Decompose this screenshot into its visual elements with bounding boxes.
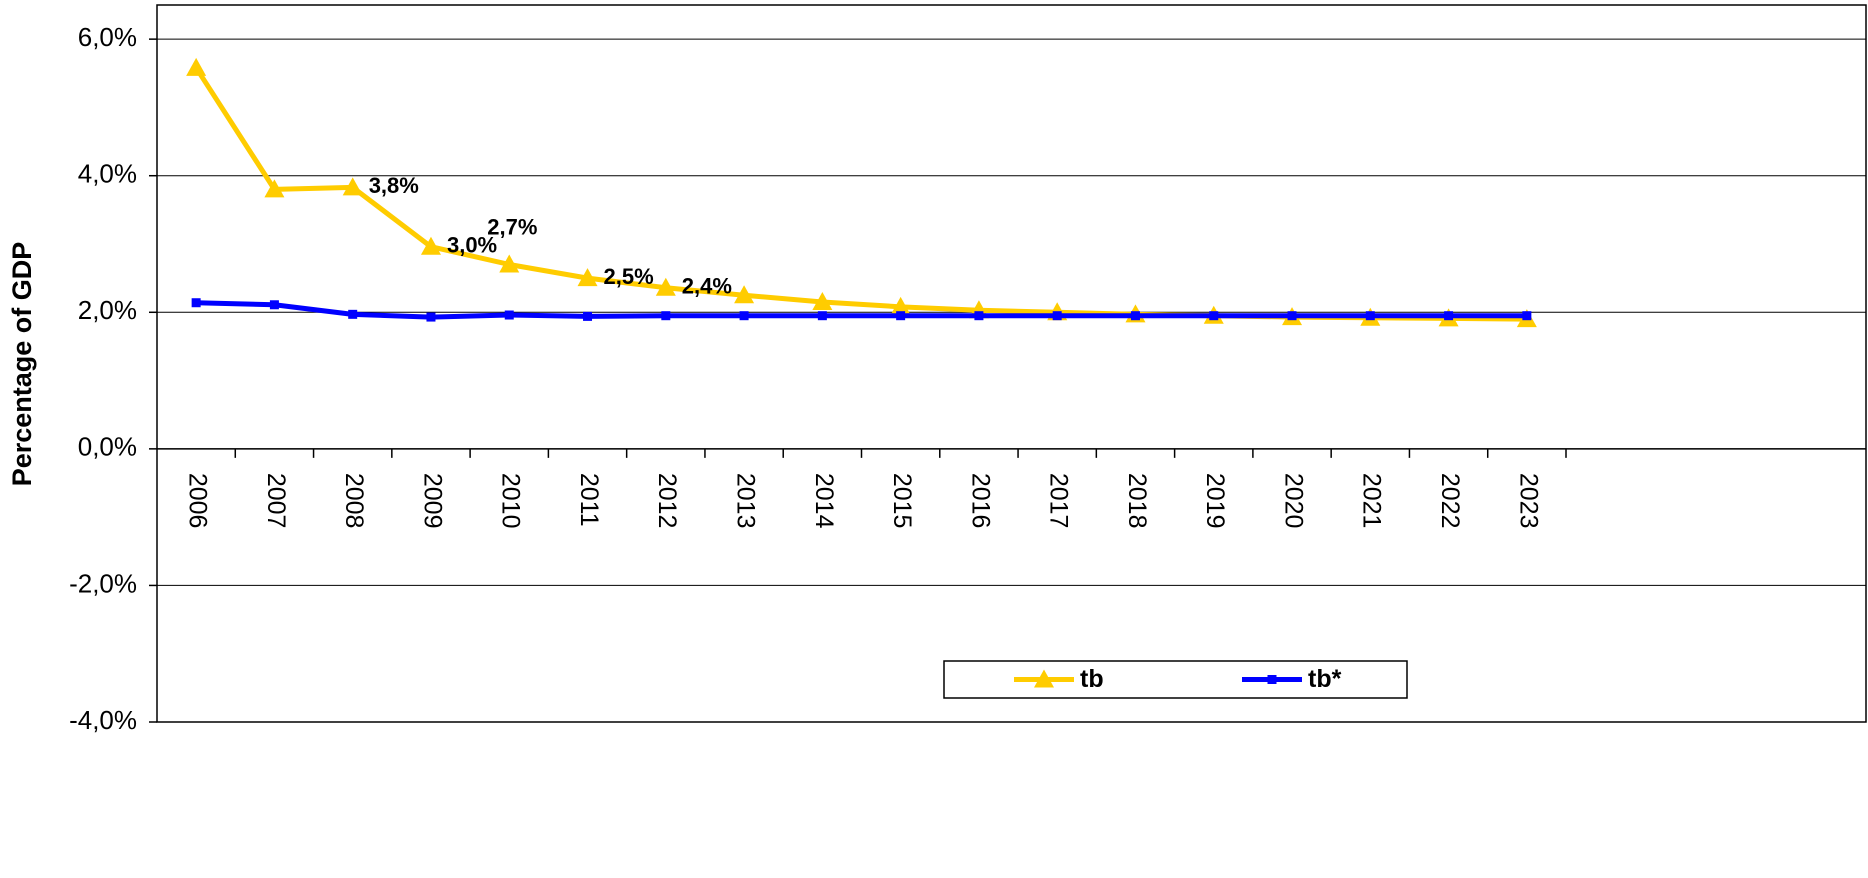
- x-tick-label: 2022: [1436, 473, 1464, 529]
- y-tick-label: -4,0%: [69, 705, 137, 735]
- data-label: 2,4%: [682, 274, 732, 299]
- data-point: [264, 179, 285, 198]
- data-point: [583, 311, 593, 321]
- x-tick-label: 2008: [340, 473, 368, 529]
- data-point: [426, 312, 436, 322]
- x-tick-label: 2020: [1279, 473, 1307, 529]
- data-point: [348, 309, 358, 319]
- x-tick-label: 2011: [575, 473, 603, 527]
- legend-marker: [1267, 675, 1277, 684]
- data-label: 3,0%: [447, 233, 497, 258]
- legend-label: tb*: [1308, 665, 1342, 693]
- data-point: [1130, 311, 1140, 321]
- x-tick-label: 2007: [262, 473, 290, 529]
- data-point: [734, 285, 755, 304]
- data-point: [186, 57, 207, 76]
- x-tick-label: 2012: [653, 473, 681, 529]
- data-point: [1365, 311, 1375, 321]
- data-point: [420, 236, 441, 255]
- x-tick-label: 2014: [810, 473, 838, 529]
- data-label: 2,5%: [604, 264, 654, 289]
- data-point: [817, 311, 827, 321]
- data-point: [812, 292, 833, 311]
- data-point: [1209, 311, 1219, 321]
- x-tick-label: 2013: [731, 473, 759, 529]
- plot-frame: [156, 4, 1867, 723]
- y-tick-label: -2,0%: [69, 568, 137, 598]
- data-point: [1052, 311, 1062, 321]
- x-tick-label: 2023: [1514, 473, 1542, 529]
- data-point: [739, 311, 749, 321]
- data-point: [661, 311, 671, 321]
- data-point: [890, 296, 911, 315]
- data-point: [342, 177, 363, 196]
- series-line: [196, 300, 1527, 320]
- x-tick-label: 2021: [1358, 473, 1386, 529]
- x-tick-label: 2009: [418, 473, 446, 529]
- data-label: 2,7%: [487, 214, 537, 239]
- data-point: [269, 300, 279, 310]
- data-point: [1444, 311, 1454, 321]
- data-point: [974, 311, 984, 321]
- data-point: [499, 254, 520, 273]
- y-tick-label: 6,0%: [78, 22, 137, 52]
- x-tick-label: 2019: [1201, 473, 1229, 529]
- y-tick-label: 0,0%: [78, 432, 137, 462]
- x-tick-label: 2010: [497, 473, 525, 529]
- data-label: 3,8%: [369, 173, 419, 198]
- y-tick-label: 4,0%: [78, 159, 137, 189]
- y-tick-label: 2,0%: [78, 295, 137, 325]
- x-tick-label: 2017: [1045, 473, 1073, 529]
- x-tick-label: 2006: [184, 473, 212, 529]
- y-axis-title: Percentage of GDP: [7, 242, 37, 487]
- x-tick-label: 2018: [1123, 473, 1151, 529]
- data-point: [1287, 311, 1297, 321]
- data-point: [1522, 311, 1532, 321]
- data-point: [577, 268, 598, 287]
- data-point: [896, 311, 906, 321]
- legend-marker: [1034, 669, 1054, 688]
- data-point: [655, 277, 676, 296]
- legend-label: tb: [1080, 665, 1104, 693]
- x-tick-label: 2015: [888, 473, 916, 529]
- data-point: [504, 310, 514, 320]
- data-point: [191, 298, 201, 308]
- x-tick-label: 2016: [966, 473, 994, 529]
